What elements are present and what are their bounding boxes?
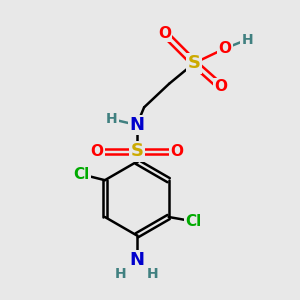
Text: S: S xyxy=(130,142,143,160)
Text: O: O xyxy=(158,26,171,41)
Text: H: H xyxy=(242,33,253,46)
Text: Cl: Cl xyxy=(73,167,89,182)
Text: H: H xyxy=(147,267,159,281)
Text: S: S xyxy=(188,54,201,72)
Text: O: O xyxy=(219,41,232,56)
Text: N: N xyxy=(129,251,144,269)
Text: O: O xyxy=(214,79,227,94)
Text: H: H xyxy=(106,112,118,126)
Text: N: N xyxy=(129,116,144,134)
Text: O: O xyxy=(170,144,183,159)
Text: Cl: Cl xyxy=(185,214,202,229)
Text: H: H xyxy=(115,267,126,281)
Text: O: O xyxy=(91,144,103,159)
